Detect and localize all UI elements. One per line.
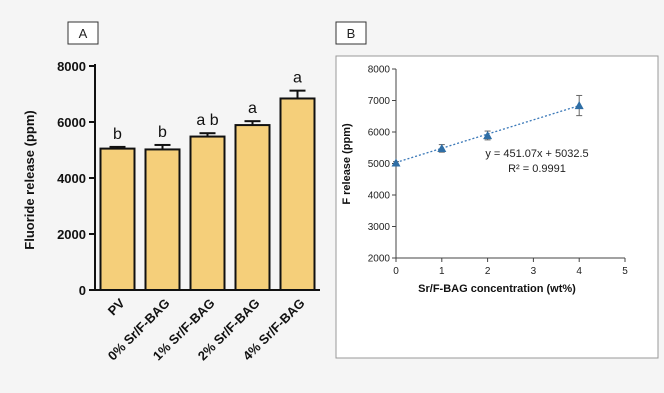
panel-a-significance-label: a <box>293 70 302 87</box>
panel-a-label: A <box>79 26 88 41</box>
panel-b-x-tick-label: 1 <box>439 266 445 277</box>
panel-a-y-tick-label: 0 <box>79 283 86 298</box>
panel-b-y-tick-label: 5000 <box>368 159 391 170</box>
panel-a-y-axis-title: Fluoride release (ppm) <box>22 110 37 249</box>
panel-b-y-tick-label: 6000 <box>368 128 391 139</box>
panel-a-y-ticks: 0 2000 4000 6000 8000 <box>57 59 95 298</box>
panel-b-y-tick-label: 7000 <box>368 96 391 107</box>
panel-b: B F release (ppm) Sr/F-BAG concentration… <box>335 21 659 359</box>
panel-b-x-tick-label: 5 <box>622 266 628 277</box>
panel-b-x-tick-label: 2 <box>485 266 491 277</box>
panel-b-x-tick-label: 3 <box>531 266 537 277</box>
panel-a-significance-label: a b <box>196 112 218 129</box>
panel-b-y-axis-title: F release (ppm) <box>341 123 353 205</box>
panel-a-error-bars <box>109 89 306 150</box>
panel-a-bar <box>279 97 316 292</box>
panel-b-point <box>437 143 447 152</box>
panel-b-frame <box>335 55 659 359</box>
panel-b-y-tick-label: 8000 <box>368 65 391 76</box>
panel-b-y-tick-label: 4000 <box>368 191 391 202</box>
panel-a-bar <box>234 124 271 291</box>
panel-a-y-tick-label: 2000 <box>57 227 86 242</box>
panel-a-significance-label: b <box>113 126 122 143</box>
panel-b-r-squared: R² = 0.9991 <box>508 163 566 175</box>
panel-a-bars <box>99 97 316 292</box>
panel-b-points <box>391 101 584 167</box>
panel-a-bar <box>189 135 226 291</box>
panel-a-significance-label: a <box>248 100 257 117</box>
panel-a-y-tick-label: 6000 <box>57 115 86 130</box>
panel-a-y-tick-label: 4000 <box>57 171 86 186</box>
panel-b-y-tick-label: 2000 <box>368 254 391 265</box>
panel-b-y-tick-label: 3000 <box>368 222 391 233</box>
panel-b-point <box>483 130 493 140</box>
panel-b-x-ticks: 0 1 2 3 4 5 <box>393 258 628 277</box>
panel-a: A Fluoride release (ppm) 0 2000 4000 6000 80… <box>22 21 320 363</box>
panel-b-point <box>574 101 584 110</box>
panel-a-label-box <box>67 21 99 45</box>
panel-a-bar <box>99 147 136 291</box>
panel-a-significance-label: b <box>158 124 167 141</box>
panel-b-x-axis-title: Sr/F-BAG concentration (wt%) <box>418 283 576 295</box>
panel-b-label-box <box>335 21 367 45</box>
panel-b-x-tick-label: 4 <box>576 266 582 277</box>
panel-a-bar <box>144 148 181 291</box>
panel-b-x-tick-label: 0 <box>393 266 399 277</box>
panel-b-equation: y = 451.07x + 5032.5 <box>485 148 588 160</box>
panel-b-y-ticks: 2000 3000 4000 5000 6000 7000 8000 <box>368 65 396 265</box>
panel-a-y-tick-label: 8000 <box>57 59 86 74</box>
panel-a-category-label: PV <box>105 295 128 318</box>
panel-b-label: B <box>347 26 356 41</box>
panel-b-point <box>391 158 401 167</box>
panel-a-significance-labels: b b a b a a <box>113 70 302 143</box>
